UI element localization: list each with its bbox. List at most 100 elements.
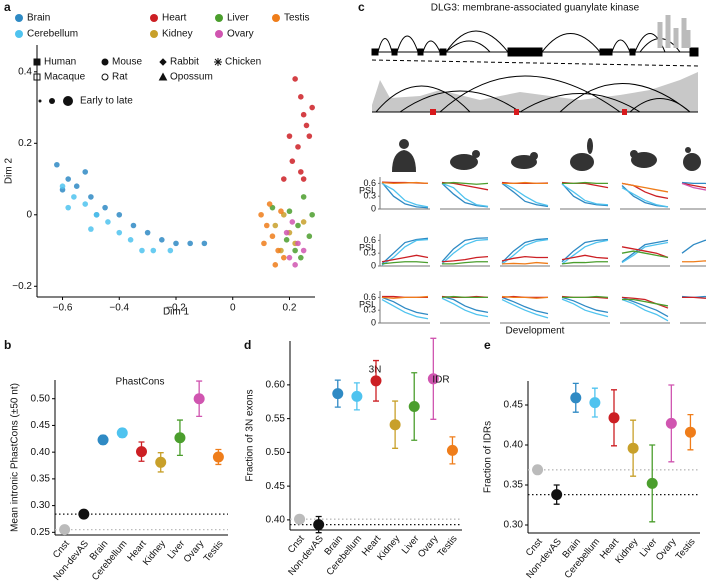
point bbox=[82, 169, 89, 175]
species-icons bbox=[392, 138, 701, 172]
y-axis-label: Fraction of IDRs bbox=[483, 421, 494, 493]
legend-marker bbox=[159, 58, 167, 66]
point bbox=[266, 201, 273, 207]
point bbox=[292, 262, 298, 268]
panel-letter: b bbox=[4, 338, 11, 352]
psi-line bbox=[501, 255, 548, 262]
x-axis-label: Development bbox=[506, 326, 565, 337]
psi-line bbox=[381, 254, 429, 263]
y-axis-label: Fraction of 3N exons bbox=[245, 389, 256, 481]
legend-label: Opossum bbox=[170, 72, 213, 83]
point bbox=[278, 208, 284, 215]
point bbox=[212, 451, 224, 463]
psi-line bbox=[681, 182, 706, 191]
y-tick-label: 0 bbox=[26, 209, 32, 220]
point bbox=[82, 201, 89, 207]
size-swatch bbox=[63, 96, 73, 106]
y-tick-label: 0.55 bbox=[266, 413, 286, 424]
y-tick-label: −0.2 bbox=[12, 281, 32, 292]
legend-label: Chicken bbox=[225, 57, 261, 68]
psi-line bbox=[381, 261, 429, 265]
point bbox=[303, 122, 310, 129]
legend-marker bbox=[33, 58, 41, 66]
point bbox=[54, 161, 60, 168]
legend-swatch bbox=[215, 30, 223, 38]
psi-line bbox=[381, 295, 429, 299]
x-tick-label: 0 bbox=[230, 303, 236, 314]
point bbox=[532, 464, 544, 476]
point bbox=[295, 222, 301, 229]
point bbox=[300, 111, 307, 118]
point bbox=[298, 169, 304, 175]
point bbox=[289, 158, 296, 164]
y-tick-label: 0.50 bbox=[31, 393, 51, 404]
point bbox=[97, 434, 109, 446]
y-tick-label: 0.45 bbox=[266, 481, 286, 492]
point bbox=[295, 240, 301, 247]
psi-line bbox=[501, 295, 549, 299]
legend-marker bbox=[33, 73, 41, 81]
point bbox=[130, 222, 137, 229]
psi-line bbox=[621, 185, 669, 208]
psi-line bbox=[441, 297, 489, 318]
legend-swatch bbox=[215, 14, 223, 22]
x-tick-label: 0.2 bbox=[283, 303, 297, 314]
point bbox=[309, 211, 315, 218]
legend-label: Kidney bbox=[162, 29, 193, 40]
psi-line bbox=[621, 241, 669, 264]
point bbox=[298, 94, 304, 100]
legend-marker bbox=[101, 58, 109, 66]
psi-line bbox=[621, 296, 669, 318]
legend-swatch bbox=[15, 14, 23, 22]
y-tick-label: 0 bbox=[371, 260, 376, 270]
point bbox=[187, 240, 193, 247]
psi-line bbox=[561, 182, 609, 207]
y-tick-label: 0.45 bbox=[31, 420, 51, 431]
point bbox=[351, 390, 363, 402]
psi-line bbox=[381, 182, 429, 209]
point bbox=[286, 208, 293, 215]
legend-label: Human bbox=[44, 57, 76, 68]
psi-line bbox=[621, 296, 669, 309]
y-tick-label: 0.3 bbox=[363, 305, 376, 315]
psi-line bbox=[501, 238, 549, 265]
point bbox=[263, 222, 270, 229]
point bbox=[73, 183, 80, 189]
point bbox=[272, 222, 279, 229]
point bbox=[300, 247, 307, 254]
point bbox=[408, 400, 420, 412]
psi-line bbox=[622, 298, 669, 307]
point bbox=[283, 237, 290, 243]
sashimi-plot bbox=[371, 15, 699, 115]
x-tick-label: Testis bbox=[674, 536, 698, 562]
y-axis-label: PSI bbox=[359, 185, 374, 195]
psi-line bbox=[441, 182, 489, 208]
y-tick-label: 0.30 bbox=[504, 520, 524, 531]
point bbox=[155, 456, 167, 468]
y-tick-label: 0 bbox=[371, 203, 376, 213]
y-tick-label: 0.3 bbox=[363, 191, 376, 201]
psi-line bbox=[562, 181, 608, 185]
x-axis-label: Dim 1 bbox=[163, 307, 190, 318]
point bbox=[173, 240, 179, 247]
panel-letter: d bbox=[244, 338, 251, 352]
x-tick-label: −0.6 bbox=[53, 303, 73, 314]
point bbox=[280, 254, 287, 261]
legend-label: Macaque bbox=[44, 72, 86, 83]
point bbox=[292, 247, 298, 254]
point bbox=[300, 194, 307, 200]
psi-line bbox=[501, 296, 549, 315]
psi-line bbox=[441, 181, 489, 185]
psi-line bbox=[501, 261, 549, 265]
x-tick-label: −0.4 bbox=[109, 303, 129, 314]
point bbox=[286, 254, 293, 261]
psi-line bbox=[442, 261, 488, 265]
y-tick-label: 0.25 bbox=[31, 527, 51, 538]
psi-line bbox=[441, 295, 488, 299]
point bbox=[116, 229, 123, 236]
x-tick-label: Testis bbox=[436, 533, 460, 559]
psi-line bbox=[621, 246, 669, 259]
psi-line bbox=[561, 296, 609, 313]
legend-label: Early to late bbox=[80, 96, 133, 107]
